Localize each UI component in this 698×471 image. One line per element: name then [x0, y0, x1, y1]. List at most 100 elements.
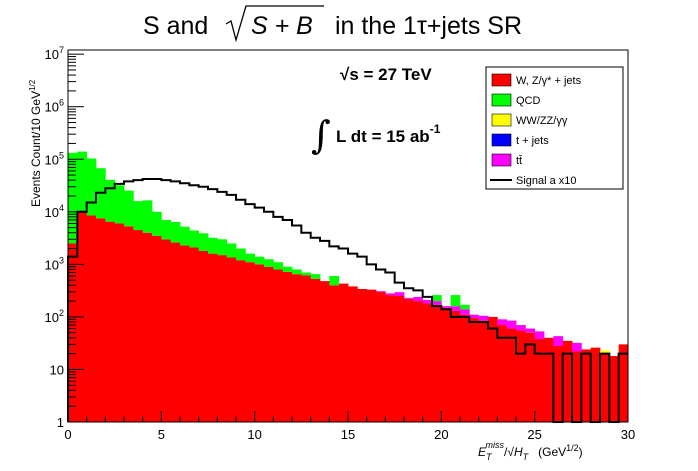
x-axis-title-e: E [478, 445, 487, 459]
bar-w-z-jets-55 [581, 349, 592, 422]
bar-w-z-jets-41 [450, 310, 461, 422]
legend-swatch-w-z-jets [491, 73, 512, 87]
bar-w-z-jets-19 [245, 262, 256, 422]
energy-annotation: √s = 27 TeV [340, 65, 432, 84]
energy-text: s = 27 TeV [349, 65, 432, 84]
bar-qcd-2 [86, 158, 97, 216]
y-tick-label-10000: 104 [45, 203, 64, 220]
x-tick-label-10: 10 [247, 427, 261, 442]
bar-tt-35 [394, 292, 405, 296]
title-suffix: in the 1τ+jets SR [328, 12, 522, 40]
bar-tt-50 [534, 331, 545, 339]
x-tick-label-25: 25 [527, 427, 541, 442]
bar-tt-48 [516, 325, 526, 331]
svg-text:√s = 27 TeV: √s = 27 TeV [340, 65, 432, 84]
y-tick-label-10000000: 107 [45, 45, 64, 62]
bar-w-z-jets-17 [226, 257, 237, 422]
legend-box [485, 66, 624, 190]
bar-qcd-9 [152, 211, 162, 236]
x-axis-title-h: H [514, 445, 523, 459]
x-axis-title: ETmiss/√HT (GeV1/2) [478, 440, 583, 462]
x-tick-label-30: 30 [621, 427, 635, 442]
bar-qcd-7 [133, 201, 144, 231]
bar-qcd-25 [301, 272, 312, 276]
bar-w-z-jets-53 [562, 340, 573, 422]
bar-w-z-jets-34 [385, 295, 396, 422]
bar-qcd-26 [310, 274, 321, 279]
bar-w-z-jets-40 [441, 307, 452, 422]
bar-qcd-0 [68, 152, 78, 244]
bar-w-z-jets-49 [525, 332, 536, 422]
y-tick-labels: 1 10 102 103 104 105 106 107 [45, 45, 64, 430]
bar-w-z-jets-42 [460, 314, 470, 422]
bar-qcd-39 [432, 295, 442, 302]
bar-qcd-28 [329, 276, 340, 286]
x-axis-title-unit-close: ) [579, 445, 583, 459]
bar-w-z-jets-38 [422, 303, 433, 422]
y-tick-label-1000000: 106 [45, 98, 64, 115]
title-radicand: S + B [251, 12, 313, 40]
bar-qcd-10 [161, 219, 172, 240]
bar-w-z-jets-20 [254, 264, 265, 422]
bar-qcd-5 [114, 185, 125, 224]
bar-tt-36 [404, 297, 414, 299]
bar-tt-47 [506, 320, 517, 329]
bar-w-z-jets-59 [618, 344, 629, 422]
bar-qcd-20 [254, 256, 265, 265]
bar-w-z-jets-13 [189, 247, 200, 422]
legend-swatch-tt [491, 153, 512, 167]
bar-qcd-13 [189, 230, 200, 248]
legend: W, Z/γ* + jets QCD WW/ZZ/γγ t + jets tt̄ Sign… [485, 66, 624, 190]
y-tick-label-1000: 103 [45, 255, 64, 272]
x-tick-label-0: 0 [64, 427, 71, 442]
bar-w-z-jets-3 [96, 218, 106, 422]
bar-w-z-jets-35 [394, 295, 405, 422]
bar-w-z-jets-7 [133, 230, 144, 422]
bar-tt-41 [450, 306, 461, 311]
bar-w-z-jets-2 [86, 215, 97, 422]
bar-qcd-15 [208, 237, 218, 254]
chart-title: S and S + B in the 1τ+jets SR [143, 5, 522, 43]
bar-w-z-jets-39 [432, 304, 442, 422]
x-axis-title-unit: (GeV [538, 445, 566, 459]
bar-tt-40 [441, 306, 452, 308]
legend-label-signal-a-x10: Signal a x10 [516, 175, 577, 187]
x-tick-labels: 0 5 10 15 20 25 30 [64, 427, 635, 442]
bar-qcd-18 [236, 248, 246, 261]
bar-qcd-42 [460, 304, 470, 310]
y-tick-label-100000: 105 [45, 150, 64, 167]
bar-w-z-jets-6 [124, 226, 134, 422]
bar-w-z-jets-8 [142, 232, 153, 422]
bar-qcd-17 [226, 243, 237, 258]
bar-w-z-jets-52 [553, 345, 564, 422]
bar-tt-34 [385, 293, 396, 296]
axis-ticks [67, 53, 629, 423]
bar-w-z-jets-5 [114, 223, 125, 422]
y-tick-label-10: 10 [50, 362, 64, 377]
bar-qcd-4 [105, 179, 116, 222]
bar-qcd-22 [273, 262, 284, 270]
legend-label-ww-zz: WW/ZZ/γγ [516, 115, 568, 127]
bar-w-z-jets-25 [301, 275, 312, 422]
bar-w-z-jets-50 [534, 338, 545, 422]
bar-w-z-jets-48 [516, 330, 526, 422]
x-tick-label-5: 5 [158, 427, 165, 442]
svg-text:Events Count/10 GeV1/2: Events Count/10 GeV1/2 [28, 79, 43, 207]
bar-w-z-jets-46 [497, 325, 508, 422]
bar-tt-39 [432, 301, 442, 305]
luminosity-annotation: ∫ L dt = 15 ab-1 [311, 113, 441, 157]
bar-w-z-jets-12 [180, 245, 190, 422]
bar-w-z-jets-27 [320, 281, 330, 422]
x-axis-title-sub: T [486, 452, 493, 462]
title-prefix: S and [143, 12, 215, 40]
bar-w-z-jets-36 [404, 298, 414, 422]
energy-sqrt-symbol: √ [340, 65, 350, 84]
bar-tt-52 [553, 336, 564, 346]
bar-qcd-1 [77, 151, 88, 212]
bar-w-z-jets-51 [544, 337, 554, 422]
legend-label-w-z-jets: W, Z/γ* + jets [516, 75, 582, 87]
bar-w-z-jets-47 [506, 328, 517, 422]
bar-w-z-jets-18 [236, 260, 246, 422]
bar-tt-44 [478, 315, 489, 321]
